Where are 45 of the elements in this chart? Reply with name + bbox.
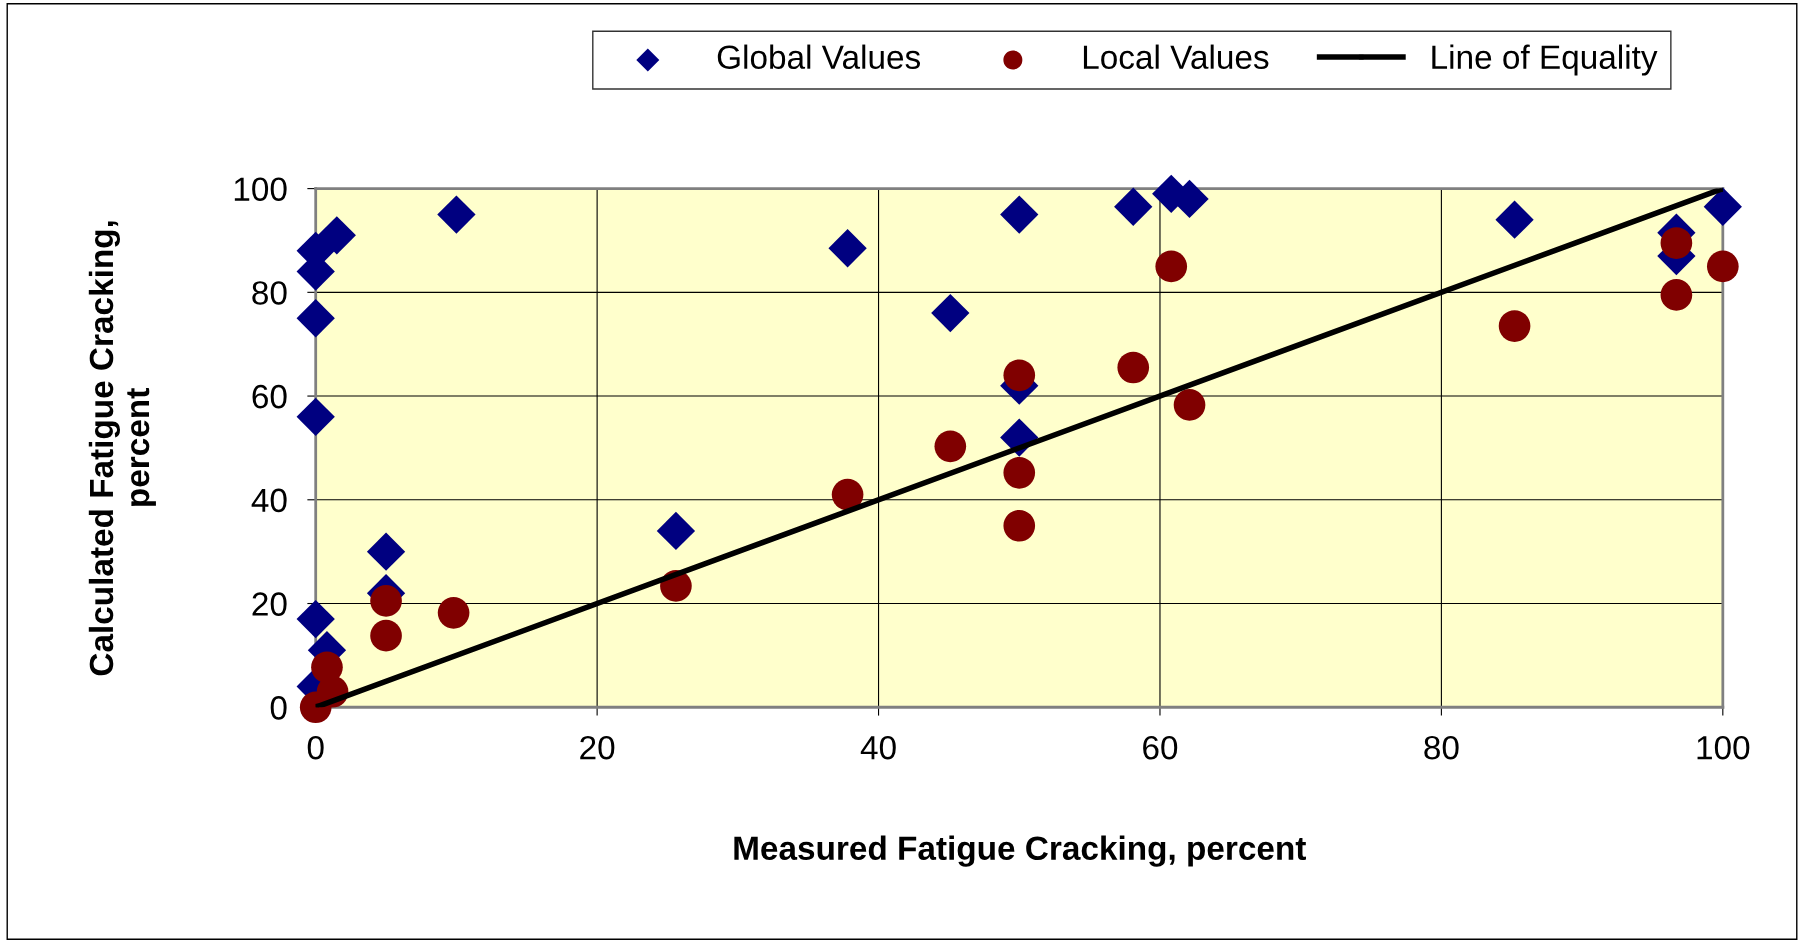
point (1114, 187, 1153, 226)
point (437, 195, 476, 234)
point (1003, 359, 1036, 392)
point (1495, 200, 1534, 239)
x-axis-title: Measured Fatigue Cracking, percent (734, 835, 1306, 867)
point (1003, 509, 1036, 542)
y-tick-label: 40 (251, 488, 287, 513)
point (1155, 250, 1188, 283)
point (366, 532, 406, 571)
point (1660, 227, 1693, 259)
point (1003, 456, 1036, 489)
point (1498, 310, 1531, 342)
x-tick-label: 20 (580, 735, 615, 760)
x-tick-label: 40 (860, 735, 896, 760)
point (831, 478, 864, 511)
point (828, 229, 867, 268)
point (1173, 389, 1206, 421)
y-tick-label: 80 (252, 281, 287, 305)
point (931, 293, 970, 333)
point (934, 430, 967, 463)
x-tick-label: 0 (307, 735, 324, 760)
y-tick-label: 60 (252, 384, 287, 409)
legend-label: Global Values (717, 44, 921, 70)
x-tick-label: 100 (1697, 735, 1750, 760)
legend-label: Line of Equality (1432, 44, 1658, 76)
point (1703, 187, 1742, 226)
point (1117, 351, 1150, 384)
point (370, 619, 402, 652)
point (370, 585, 402, 617)
y-tick-label: 20 (252, 592, 287, 616)
x-tick-label: 80 (1424, 735, 1459, 760)
point (437, 597, 470, 629)
point (1660, 279, 1693, 311)
x-tick-label: 60 (1143, 735, 1178, 760)
point (656, 511, 696, 551)
legend-label: Local Values (1083, 44, 1269, 70)
point (317, 216, 356, 255)
y-tick-label: 100 (234, 177, 287, 202)
point (296, 599, 335, 639)
y-axis-title: Calculated Fatigue Cracking, percent (88, 221, 156, 676)
point (296, 397, 335, 436)
point (296, 299, 335, 338)
point (1706, 250, 1739, 283)
point (1000, 195, 1039, 234)
y-tick-label: 0 (270, 696, 287, 720)
